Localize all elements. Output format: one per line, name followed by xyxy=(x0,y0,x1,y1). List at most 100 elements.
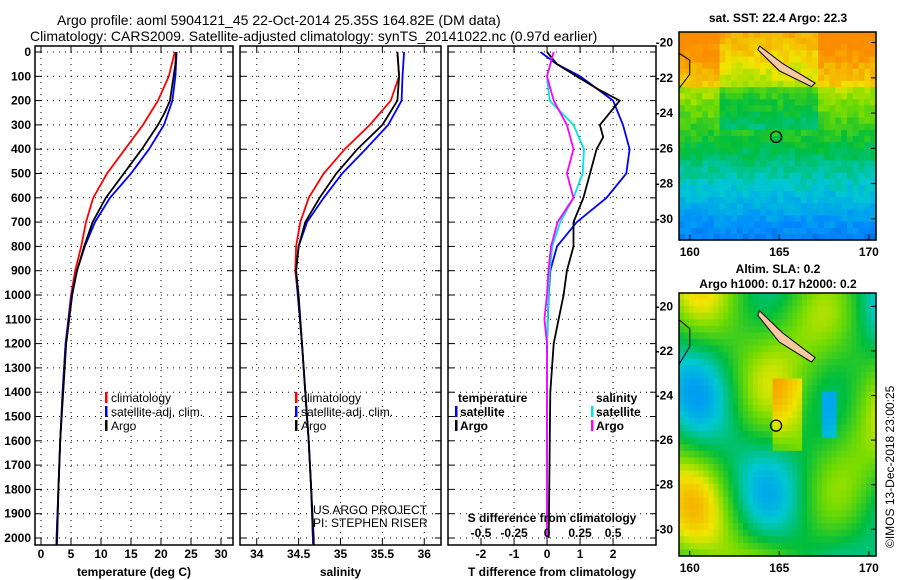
map-cell xyxy=(816,378,823,386)
map-cell xyxy=(736,62,744,70)
map-cell xyxy=(742,105,750,113)
map-cell xyxy=(748,536,754,544)
coastline xyxy=(678,52,691,89)
map-cell xyxy=(767,516,774,524)
map-cell xyxy=(816,470,823,478)
map-cell xyxy=(679,32,686,39)
map-cell xyxy=(748,74,755,82)
map-cell xyxy=(752,417,759,426)
map-cell xyxy=(847,129,854,137)
map-cell xyxy=(772,306,779,314)
map-cell xyxy=(765,136,773,143)
map-cell xyxy=(693,319,700,327)
map-cell xyxy=(748,431,754,439)
map-cell xyxy=(852,111,860,119)
map-cell xyxy=(713,293,719,301)
map-cell xyxy=(836,483,843,491)
map-cell xyxy=(861,542,867,551)
profile-panel-1: 0100200300400500600700800900100011001200… xyxy=(4,45,234,579)
map-cell xyxy=(772,378,779,386)
map-cell xyxy=(777,160,784,168)
map-cell xyxy=(748,417,754,426)
map-cell xyxy=(772,398,779,406)
map-cell xyxy=(870,111,877,119)
map-cell xyxy=(806,203,813,210)
map-cell xyxy=(690,105,697,113)
series-line-temperature-argo xyxy=(546,51,622,539)
map-cell xyxy=(708,431,714,439)
map-cell xyxy=(870,203,877,210)
map-cell xyxy=(725,93,732,100)
map-cell xyxy=(752,404,759,412)
map-cell xyxy=(757,496,764,504)
map-cell xyxy=(818,117,825,125)
map-cell xyxy=(752,339,759,347)
map-cell xyxy=(870,227,877,235)
map-cell xyxy=(708,221,715,229)
map-cell xyxy=(835,80,842,88)
map-cell xyxy=(812,62,819,70)
map-cell xyxy=(728,293,734,301)
map-cell xyxy=(679,312,685,320)
x-tick-label: 15 xyxy=(124,547,138,561)
map-cell xyxy=(731,227,738,235)
map-cell xyxy=(762,503,769,511)
map-cell xyxy=(861,490,867,498)
map-cell xyxy=(782,542,788,551)
map-cell xyxy=(725,38,732,45)
map-cell xyxy=(787,470,793,478)
map-cell xyxy=(800,68,808,76)
map-title: Altim. SLA: 0.2 xyxy=(736,262,821,276)
map-cell xyxy=(748,398,754,406)
map-cell xyxy=(871,470,877,478)
map-cell xyxy=(688,483,695,491)
map-cell xyxy=(841,233,848,241)
map-cell xyxy=(708,464,714,472)
map-cell xyxy=(688,516,695,524)
map-cell xyxy=(762,293,769,301)
map-cell xyxy=(679,523,685,531)
map-cell xyxy=(713,93,721,100)
map-cell xyxy=(858,93,865,100)
map-cell xyxy=(841,178,848,186)
map-cell xyxy=(836,339,843,347)
map-cell xyxy=(742,227,750,235)
map-cell xyxy=(708,477,714,485)
lat-tick-label: -30 xyxy=(656,212,674,226)
map-cell xyxy=(870,172,877,180)
map-cell xyxy=(852,38,860,45)
map-cell xyxy=(771,172,779,180)
map-cell xyxy=(787,411,793,419)
map-cell xyxy=(812,510,818,518)
map-cell xyxy=(733,464,739,472)
map-cell xyxy=(846,510,852,518)
map-cell xyxy=(852,172,860,180)
map-cell xyxy=(693,536,700,544)
map-cell xyxy=(679,172,686,180)
map-cell xyxy=(690,117,697,125)
map-cell xyxy=(748,99,755,106)
depth-tick-label: 1000 xyxy=(4,288,31,302)
map-cell xyxy=(826,325,833,334)
map-cell xyxy=(829,38,836,45)
map-cell xyxy=(748,209,755,217)
map-cell xyxy=(771,74,779,82)
map-cell xyxy=(708,417,714,426)
map-cell xyxy=(725,209,732,217)
map-cell xyxy=(733,503,739,511)
map-cell xyxy=(703,299,710,307)
map-cell xyxy=(812,203,819,210)
map-cell xyxy=(792,516,798,524)
map-cell xyxy=(762,411,769,419)
map-cell xyxy=(816,398,823,406)
map-cell xyxy=(718,404,724,412)
map-cell xyxy=(679,444,685,452)
map-cell xyxy=(777,464,783,472)
map-cell xyxy=(772,529,779,537)
map-cell xyxy=(871,477,877,485)
map-cell xyxy=(787,516,793,524)
map-cell xyxy=(679,339,685,347)
map-cell xyxy=(794,44,802,51)
map-cell xyxy=(772,496,779,504)
map-cell xyxy=(797,536,803,544)
